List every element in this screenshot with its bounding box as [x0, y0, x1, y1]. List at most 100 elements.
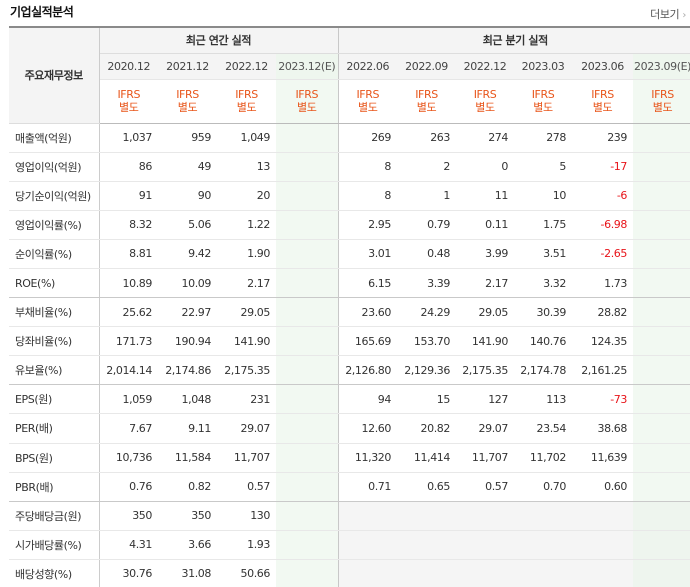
value-cell	[397, 530, 456, 560]
value-cell: 1.75	[514, 210, 572, 240]
value-cell: 29.05	[217, 297, 276, 328]
row-label: EPS(원)	[9, 384, 100, 415]
period-header-quarter: 2023.03	[514, 53, 572, 80]
value-cell: 11,702	[514, 443, 572, 473]
row-label: 유보율(%)	[9, 355, 100, 386]
value-cell: 8	[337, 152, 397, 182]
value-cell	[572, 559, 633, 587]
standard-line-separate: 별도	[533, 101, 553, 114]
value-cell: 1,048	[158, 384, 217, 415]
value-cell: 49	[158, 152, 217, 182]
value-cell: 13	[217, 152, 276, 182]
period-header-quarter: 2023.06	[572, 53, 633, 80]
standard-line-separate: 별도	[475, 101, 495, 114]
value-cell: 239	[572, 123, 633, 153]
table-row: 주당배당금(원) 350 350 130	[9, 501, 690, 531]
value-cell: 2,174.78	[514, 355, 572, 386]
value-cell	[572, 501, 633, 531]
more-link[interactable]: 더보기 ›	[650, 6, 686, 22]
value-cell: 11,639	[572, 443, 633, 473]
value-cell: 2.95	[337, 210, 397, 240]
value-cell: 30.76	[99, 559, 158, 587]
value-cell: 12.60	[337, 413, 397, 444]
accounting-standard: IFRS 별도	[633, 79, 690, 124]
table-row: EPS(원) 1,059 1,048 231 94 15 127 113 -73	[9, 384, 690, 415]
accounting-standard: IFRS 별도	[572, 79, 633, 124]
value-cell: 350	[158, 501, 217, 531]
value-cell	[276, 268, 338, 299]
standard-line-separate: 별도	[358, 101, 378, 114]
value-cell: -2.65	[572, 239, 633, 269]
value-cell: 6.15	[337, 268, 397, 299]
value-cell: 959	[158, 123, 217, 153]
value-cell: 263	[397, 123, 456, 153]
value-cell	[276, 355, 338, 386]
value-cell: 2	[397, 152, 456, 182]
value-cell	[276, 443, 338, 473]
value-cell: 0.82	[158, 472, 217, 502]
accounting-standard: IFRS 별도	[99, 79, 158, 124]
value-cell: 11,707	[456, 443, 514, 473]
value-cell	[633, 355, 690, 386]
value-cell: 8.81	[99, 239, 158, 269]
value-cell: 3.39	[397, 268, 456, 299]
accounting-standard: IFRS 별도	[514, 79, 572, 124]
section-title: 기업실적분석	[10, 5, 74, 19]
row-label: 당기순이익(억원)	[9, 181, 100, 211]
table-row: 순이익률(%) 8.81 9.42 1.90 3.01 0.48 3.99 3.51 -2.65	[9, 239, 690, 269]
value-cell: 0.70	[514, 472, 572, 502]
period-header-quarter: 2023.09(E)	[633, 53, 690, 80]
value-cell	[276, 210, 338, 240]
value-cell: 28.82	[572, 297, 633, 328]
row-label: 순이익률(%)	[9, 239, 100, 269]
value-cell: 140.76	[514, 326, 572, 357]
value-cell	[633, 384, 690, 415]
value-cell: 0.60	[572, 472, 633, 502]
value-cell	[514, 559, 572, 587]
period-header-quarter: 2022.06	[337, 53, 397, 80]
value-cell: 29.07	[217, 413, 276, 444]
value-cell: 20.82	[397, 413, 456, 444]
value-cell: -6.98	[572, 210, 633, 240]
value-cell	[337, 559, 397, 587]
value-cell: 1,049	[217, 123, 276, 153]
table-row: BPS(원) 10,736 11,584 11,707 11,320 11,414 11,7…	[9, 443, 690, 473]
value-cell: 11,584	[158, 443, 217, 473]
value-cell: 10.89	[99, 268, 158, 299]
value-cell	[276, 472, 338, 502]
standard-line-ifrs: IFRS	[356, 88, 380, 101]
table-row: ROE(%) 10.89 10.09 2.17 6.15 3.39 2.17 3.32 1.73	[9, 268, 690, 299]
value-cell: 1.90	[217, 239, 276, 269]
value-cell: 1,037	[99, 123, 158, 153]
row-label: PER(배)	[9, 413, 100, 444]
value-cell: 30.39	[514, 297, 572, 328]
value-cell	[337, 530, 397, 560]
value-cell: 5	[514, 152, 572, 182]
value-cell	[276, 239, 338, 269]
value-cell	[633, 326, 690, 357]
value-cell: 2,126.80	[337, 355, 397, 386]
value-cell: 0.79	[397, 210, 456, 240]
value-cell	[633, 268, 690, 299]
value-cell: 5.06	[158, 210, 217, 240]
standard-line-separate: 별도	[652, 101, 673, 114]
accounting-standard: IFRS 별도	[337, 79, 397, 124]
value-cell: 11,320	[337, 443, 397, 473]
value-cell: 127	[456, 384, 514, 415]
value-cell: 1.22	[217, 210, 276, 240]
value-cell	[633, 210, 690, 240]
value-cell	[633, 501, 690, 531]
standard-line-separate: 별도	[416, 101, 437, 114]
value-cell: 2,129.36	[397, 355, 456, 386]
value-cell: 0.57	[217, 472, 276, 502]
table-row: 배당성향(%) 30.76 31.08 50.66	[9, 559, 690, 587]
period-header-annual: 2022.12	[217, 53, 276, 80]
value-cell	[456, 559, 514, 587]
value-cell: 50.66	[217, 559, 276, 587]
row-label: 영업이익률(%)	[9, 210, 100, 240]
value-cell: 1	[397, 181, 456, 211]
row-header-label: 주요재무정보	[9, 26, 100, 124]
value-cell: -6	[572, 181, 633, 211]
value-cell: 0.57	[456, 472, 514, 502]
value-cell	[276, 297, 338, 328]
